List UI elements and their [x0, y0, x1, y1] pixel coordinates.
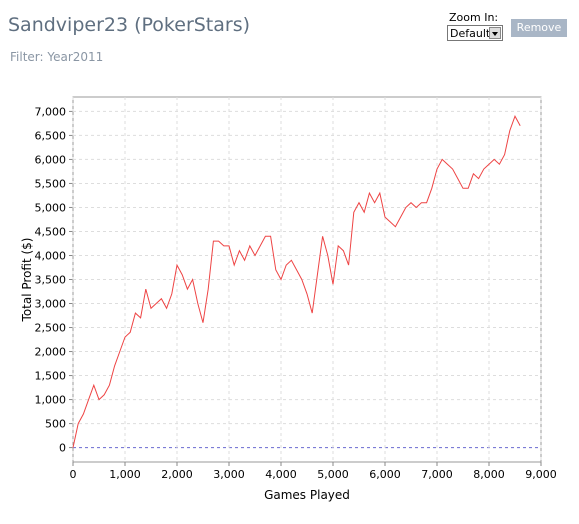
y-tick-label: 1,500	[35, 370, 67, 383]
profit-line	[72, 114, 521, 448]
chart-title: Sandviper23 (PokerStars)	[8, 14, 251, 36]
x-tick-label: 8,000	[473, 468, 505, 481]
y-tick-label: 4,500	[35, 225, 67, 238]
x-tick-label: 4,000	[265, 468, 297, 481]
zoom-value: Default	[450, 27, 491, 40]
x-tick-label: 2,000	[161, 468, 193, 481]
x-tick-label: 7,000	[421, 468, 453, 481]
y-axis-label: Total Profit ($)	[20, 238, 34, 323]
y-tick-label: 500	[45, 418, 66, 431]
dropdown-arrow	[489, 27, 501, 39]
x-tick-label: 6,000	[369, 468, 401, 481]
x-axis-label: Games Played	[264, 488, 350, 502]
zoom-label: Zoom In:	[449, 11, 499, 24]
y-tick-label: 2,000	[35, 346, 67, 359]
remove-button[interactable]: Remove	[511, 19, 567, 37]
y-tick-label: 3,500	[35, 274, 67, 287]
y-tick-label: 4,000	[35, 249, 67, 262]
y-tick-label: 5,000	[35, 201, 67, 214]
x-tick-label: 0	[70, 468, 77, 481]
y-tick-label: 2,500	[35, 322, 67, 335]
zoom-select[interactable]: Default	[447, 25, 503, 41]
y-tick-label: 5,500	[35, 177, 67, 190]
y-tick-label: 3,000	[35, 298, 67, 311]
filter-label: Filter: Year2011	[10, 50, 104, 64]
x-tick-label: 3,000	[213, 468, 245, 481]
y-tick-label: 6,500	[35, 129, 67, 142]
y-tick-label: 0	[59, 442, 66, 455]
y-tick-label: 1,000	[35, 394, 67, 407]
y-tick-label: 6,000	[35, 153, 67, 166]
x-tick-label: 9,000	[525, 468, 557, 481]
x-tick-label: 1,000	[109, 468, 141, 481]
y-tick-label: 7,000	[35, 105, 67, 118]
x-tick-label: 5,000	[317, 468, 349, 481]
